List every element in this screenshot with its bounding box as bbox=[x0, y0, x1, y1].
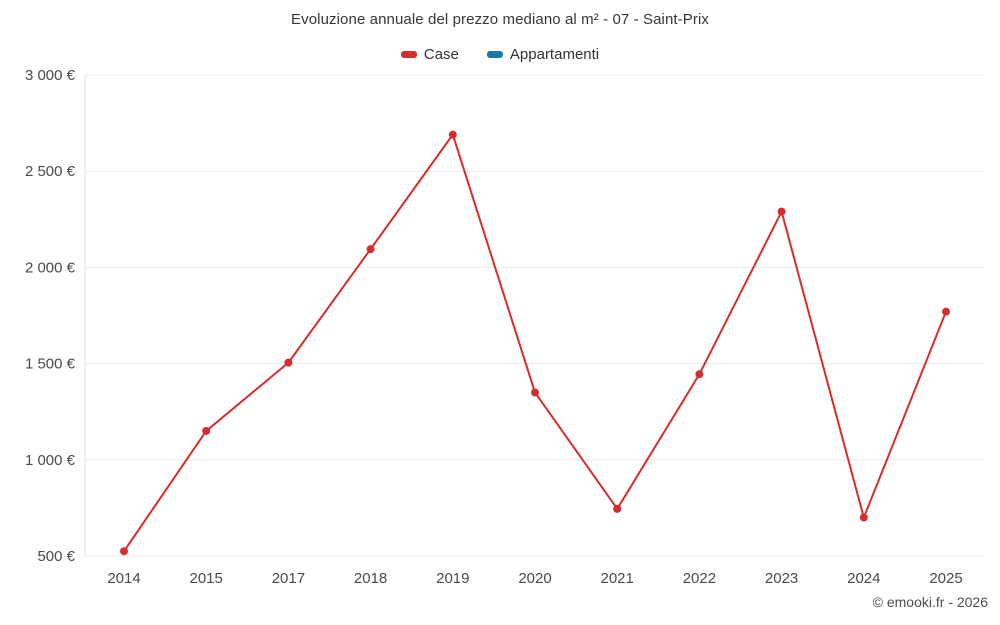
data-point[interactable] bbox=[695, 370, 704, 379]
data-point[interactable] bbox=[202, 426, 211, 435]
data-point[interactable] bbox=[120, 547, 128, 556]
x-axis-tick-label: 2023 bbox=[765, 570, 798, 587]
legend-label: Case bbox=[423, 46, 459, 63]
data-point[interactable] bbox=[942, 307, 950, 316]
y-axis-tick-label: 2 000 € bbox=[25, 259, 76, 276]
x-axis-tick-label: 2021 bbox=[601, 570, 634, 587]
series-line-case bbox=[123, 133, 947, 553]
data-point[interactable] bbox=[531, 388, 539, 397]
x-axis-tick-label: 2018 bbox=[354, 570, 387, 587]
legend-item-appartamenti[interactable]: Appartamenti bbox=[486, 46, 600, 63]
y-axis-tick-label: 1 000 € bbox=[25, 452, 76, 469]
chart-title: Evoluzione annuale del prezzo mediano al… bbox=[291, 11, 709, 28]
y-axis-tick-label: 500 € bbox=[37, 548, 75, 565]
legend-label: Appartamenti bbox=[509, 46, 600, 63]
y-axis-tick-label: 2 500 € bbox=[25, 163, 76, 180]
x-axis-tick-label: 2019 bbox=[436, 570, 469, 587]
chart-legend: Case Appartamenti bbox=[0, 46, 1000, 63]
data-point[interactable] bbox=[366, 245, 375, 254]
x-axis-tick-label: 2024 bbox=[847, 570, 880, 587]
legend-item-case[interactable]: Case bbox=[400, 46, 459, 63]
data-point[interactable] bbox=[448, 130, 457, 139]
legend-swatch bbox=[400, 51, 417, 58]
x-axis-tick-label: 2022 bbox=[683, 570, 716, 587]
data-point[interactable] bbox=[284, 358, 293, 367]
y-axis-tick-label: 3 000 € bbox=[25, 67, 76, 84]
data-point[interactable] bbox=[777, 207, 786, 216]
x-axis-tick-label: 2017 bbox=[272, 570, 305, 587]
data-point[interactable] bbox=[859, 513, 868, 522]
x-axis-tick-label: 2015 bbox=[190, 570, 223, 587]
x-axis-tick-label: 2014 bbox=[107, 570, 140, 587]
y-axis-tick-label: 1 500 € bbox=[25, 356, 76, 373]
legend-swatch bbox=[486, 51, 503, 58]
x-axis-tick-label: 2025 bbox=[929, 570, 962, 587]
data-point[interactable] bbox=[613, 504, 622, 513]
x-axis-tick-label: 2020 bbox=[518, 570, 551, 587]
copyright-text: © emooki.fr - 2026 bbox=[872, 594, 988, 610]
